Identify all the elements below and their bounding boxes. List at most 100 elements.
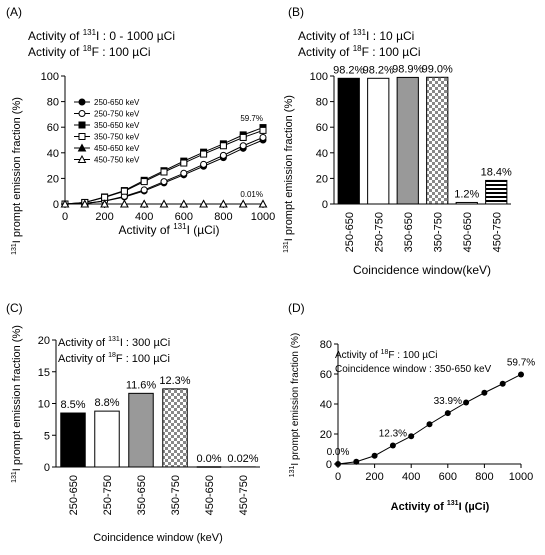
panel-a-data-point — [141, 179, 147, 185]
panel-d-data-point — [408, 433, 414, 439]
panel-b-bar — [338, 78, 359, 204]
panel-d-annotation: 59.7% — [507, 357, 535, 368]
panel-b-bar — [456, 202, 477, 204]
panel-a-x-tick-label: 800 — [214, 211, 232, 223]
panel-d-data-point — [390, 443, 396, 449]
panel-d-x-axis-title: Activity of 131I (µCi) — [391, 500, 490, 513]
panel-a-y-tick-label: 80 — [47, 97, 59, 109]
panel-c: (C) Activity of 131I : 300 µCi Activity … — [6, 301, 260, 544]
panel-a-legend-label: 250-750 keV — [94, 110, 140, 119]
panel-a-legend-label: 250-650 keV — [94, 98, 140, 107]
panel-c-data-label: 12.3% — [159, 375, 190, 387]
panel-b-data-label: 99.0% — [422, 63, 453, 75]
panel-a-data-point — [161, 169, 167, 175]
panel-c-data-label: 11.6% — [126, 379, 157, 391]
panel-c-bar — [163, 389, 187, 467]
panel-d-data-point — [500, 381, 506, 387]
panel-a-y-tick-label: 60 — [47, 122, 59, 134]
panel-c-category-label: 250-750 — [102, 475, 114, 515]
panel-d-x-tick-label: 600 — [439, 471, 457, 483]
panel-a-x-tick-label: 600 — [175, 211, 193, 223]
panel-a-data-point — [181, 160, 187, 166]
panel-a-legend-label: 350-650 keV — [94, 121, 140, 130]
panel-c-y-tick-label: 0 — [44, 462, 50, 474]
panel-a-data-point — [121, 188, 127, 194]
panel-d-label: (D) — [288, 301, 305, 315]
panel-a-data-point — [141, 187, 147, 193]
panel-a-x-tick-label: 0 — [62, 211, 68, 223]
panel-a-annotation: 59.7% — [240, 114, 263, 123]
panel-a-legend-marker — [79, 134, 85, 140]
panel-b-category-label: 450-650 — [462, 212, 474, 252]
panel-a-y-axis-title: 131I prompt emission fraction (%) — [11, 97, 23, 255]
panel-d-header-line-1: Activity of 18F : 100 µCi — [335, 349, 438, 361]
panel-d-x-tick-label: 0 — [335, 471, 341, 483]
panel-c-y-tick-label: 20 — [38, 335, 50, 347]
panel-a-legend-label: 450-650 keV — [94, 144, 140, 153]
panel-b-category-label: 350-750 — [432, 212, 444, 252]
panel-c-category-label: 250-650 — [68, 475, 80, 515]
panel-d-y-tick-label: 80 — [320, 339, 332, 351]
panel-a-x-tick-label: 400 — [135, 211, 153, 223]
panel-d-series-line — [338, 374, 521, 464]
panel-d-data-point — [445, 410, 451, 416]
panel-b-plot-area: 02040608010098.2%250-65098.2%250-75098.9… — [310, 63, 512, 252]
panel-c-y-tick-label: 10 — [38, 399, 50, 411]
panel-c-data-label: 0.02% — [227, 453, 258, 465]
panel-b-y-axis-title: 131I prompt emission fraction (%) — [283, 95, 295, 253]
panel-c-label: (C) — [6, 301, 23, 315]
panel-a-header-line-2: Activity of 18F : 100 µCi — [28, 44, 151, 59]
panel-d-annotation: 0.0% — [327, 447, 350, 458]
panel-b-data-label: 18.4% — [481, 166, 512, 178]
panel-a-y-tick-label: 100 — [41, 71, 59, 83]
panel-b-x-axis-title: Coincidence window(keV) — [353, 263, 491, 277]
panel-d-x-tick-label: 200 — [365, 471, 383, 483]
panel-a-data-point — [201, 151, 207, 157]
panel-b-category-label: 350-650 — [403, 212, 415, 252]
panel-c-category-label: 450-650 — [204, 475, 216, 515]
panel-d-y-tick-label: 40 — [320, 399, 332, 411]
panel-b-data-label: 98.2% — [363, 64, 394, 76]
panel-d-data-point — [481, 390, 487, 396]
panel-a-label: (A) — [6, 5, 22, 19]
panel-b-y-tick-label: 60 — [316, 122, 328, 134]
panel-a-data-point — [181, 170, 187, 176]
panel-d-y-axis-title: 131I prompt emission fraction (%) — [289, 333, 301, 478]
panel-a-y-tick-label: 0 — [53, 199, 59, 211]
panel-a-data-point — [260, 127, 266, 133]
panel-d-data-point — [353, 459, 359, 465]
panel-b-y-tick-label: 0 — [322, 199, 328, 211]
panel-c-bar — [95, 411, 119, 467]
panel-b: (B) Activity of 131I : 10 µCi Activity o… — [283, 5, 512, 277]
panel-b-y-tick-label: 100 — [310, 71, 328, 83]
panel-a-data-point — [102, 194, 108, 200]
panel-c-data-label: 8.8% — [94, 397, 119, 409]
panel-a-legend-label: 450-750 keV — [94, 156, 140, 165]
panel-c-header-line-2: Activity of 18F : 100 µCi — [58, 352, 170, 365]
panel-c-category-label: 350-750 — [170, 475, 182, 515]
panel-a-x-tick-label: 1000 — [251, 211, 275, 223]
panel-b-y-tick-label: 40 — [316, 148, 328, 160]
panel-d-annotation: 12.3% — [379, 429, 407, 440]
panel-c-category-label: 450-750 — [238, 475, 250, 515]
panel-a-legend-marker — [79, 99, 85, 105]
panel-d-data-point — [335, 461, 341, 467]
panel-d-y-tick-label: 20 — [320, 429, 332, 441]
panel-a-legend-marker — [79, 122, 85, 128]
panel-a-data-point — [260, 134, 266, 140]
panel-b-data-label: 98.9% — [392, 63, 423, 75]
panel-c-category-label: 350-650 — [136, 475, 148, 515]
panel-d-data-point — [518, 371, 524, 377]
panel-d-data-point — [463, 400, 469, 406]
panel-c-y-axis-title: 131I prompt emission fraction (%) — [11, 325, 23, 483]
panel-c-x-axis-title: Coincidence window (keV) — [93, 532, 223, 544]
panel-d-y-tick-label: 60 — [320, 369, 332, 381]
panel-d: (D) Activity of 18F : 100 µCi Coincidenc… — [288, 301, 535, 513]
panel-b-category-label: 250-750 — [373, 212, 385, 252]
panel-a-y-tick-label: 40 — [47, 148, 59, 160]
panel-a-header-line-1: Activity of 131I : 0 - 1000 µCi — [28, 28, 175, 43]
panel-d-y-tick-label: 0 — [326, 459, 332, 471]
panel-b-bar — [427, 77, 448, 204]
